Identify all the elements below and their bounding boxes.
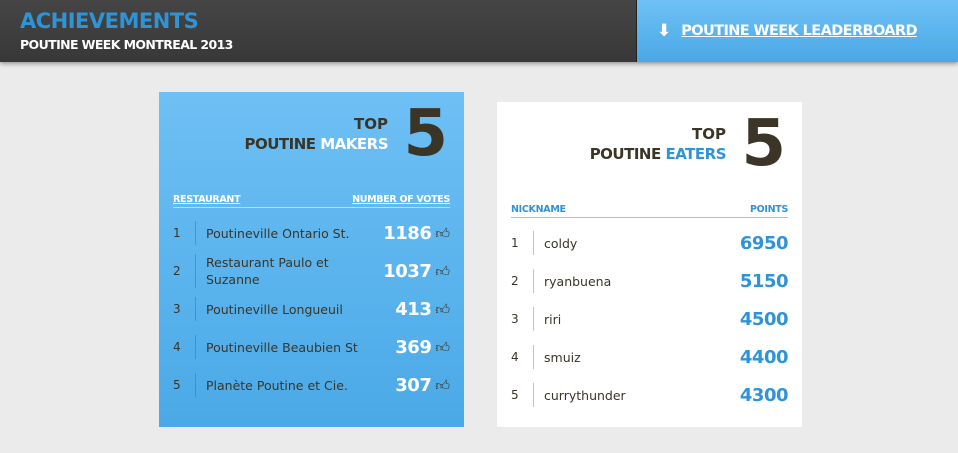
leaderboard-link[interactable]: ⬇ POUTINE WEEK LEADERBOARD	[636, 0, 958, 62]
row-name: riri	[533, 307, 740, 331]
column-nickname: NICKNAME	[511, 204, 566, 215]
rank: 4	[511, 350, 519, 364]
leaderboard-link-label: POUTINE WEEK LEADERBOARD	[681, 23, 917, 39]
row-value: 4500	[739, 308, 789, 330]
table-row: 1 Poutineville Ontario St. 1186 👍︎	[173, 214, 450, 252]
heading-top: TOP	[692, 125, 726, 143]
row-value: 6950	[739, 232, 789, 254]
table-row: 4 smuiz 4400	[511, 338, 789, 376]
row-name: Planète Poutine et Cie.	[195, 373, 395, 397]
rank: 1	[173, 226, 181, 240]
column-restaurant[interactable]: RESTAURANT	[173, 194, 241, 205]
table-row: 2 Restaurant Paulo et Suzanne 1037 👍︎	[173, 252, 450, 290]
row-name: smuiz	[533, 345, 740, 369]
row-value: 4300	[739, 384, 789, 406]
table-row: 1 coldy 6950	[511, 224, 789, 262]
row-name: currythunder	[533, 383, 740, 407]
thumbs-up-icon[interactable]: 👍︎	[435, 263, 450, 280]
rank: 4	[173, 340, 181, 354]
table-row: 3 Poutineville Longueuil 413 👍︎	[173, 290, 450, 328]
row-value: 1186	[383, 222, 432, 244]
page-subtitle: POUTINE WEEK MONTREAL 2013	[20, 37, 233, 52]
heading-prefix: POUTINE	[244, 135, 316, 153]
row-value: 413	[395, 298, 432, 320]
row-name: Restaurant Paulo et Suzanne	[195, 254, 383, 288]
column-votes[interactable]: NUMBER OF VOTES	[352, 194, 450, 205]
table-row: 5 Planète Poutine et Cie. 307 👍︎	[173, 366, 450, 404]
heading-highlight: MAKERS	[320, 135, 388, 153]
rank: 5	[173, 378, 181, 392]
rank: 1	[511, 236, 519, 250]
heading-number: 5	[741, 107, 786, 181]
heading-highlight: EATERS	[665, 145, 726, 163]
eaters-heading: TOP POUTINE EATERS 5	[511, 102, 788, 198]
makers-column-headers: RESTAURANT NUMBER OF VOTES	[173, 194, 450, 208]
heading-sub: POUTINE EATERS	[589, 145, 727, 163]
row-name: ryanbuena	[533, 269, 740, 293]
thumbs-up-icon[interactable]: 👍︎	[435, 301, 450, 318]
rank: 2	[511, 274, 519, 288]
table-row: 4 Poutineville Beaubien St 369 👍︎	[173, 328, 450, 366]
heading-top: TOP	[354, 115, 388, 133]
row-value: 307	[395, 374, 432, 396]
row-value: 4400	[739, 346, 789, 368]
eaters-column-headers: NICKNAME POINTS	[511, 204, 788, 218]
heading-number: 5	[403, 97, 448, 171]
row-name: Poutineville Longueuil	[195, 297, 395, 321]
thumbs-up-icon[interactable]: 👍︎	[435, 339, 450, 356]
row-value: 369	[395, 336, 432, 358]
row-value: 5150	[739, 270, 789, 292]
row-name: Poutineville Beaubien St	[195, 335, 395, 359]
table-row: 2 ryanbuena 5150	[511, 262, 789, 300]
arrow-down-icon: ⬇	[657, 21, 672, 41]
row-value: 1037	[383, 260, 432, 282]
header: ACHIEVEMENTS POUTINE WEEK MONTREAL 2013 …	[0, 0, 958, 62]
table-row: 3 riri 4500	[511, 300, 789, 338]
rank: 3	[511, 312, 519, 326]
rank: 2	[173, 264, 181, 278]
page-title: ACHIEVEMENTS	[20, 9, 199, 33]
column-points: POINTS	[749, 204, 788, 215]
thumbs-up-icon[interactable]: 👍︎	[435, 225, 450, 242]
row-name: coldy	[533, 231, 740, 255]
thumbs-up-icon[interactable]: 👍︎	[435, 377, 450, 394]
row-name: Poutineville Ontario St.	[195, 221, 383, 245]
heading-prefix: POUTINE	[589, 145, 662, 163]
table-row: 5 currythunder 4300	[511, 376, 789, 414]
rank: 3	[173, 302, 181, 316]
heading-sub: POUTINE MAKERS	[244, 135, 388, 153]
top-makers-card: TOP POUTINE MAKERS 5 RESTAURANT NUMBER O…	[159, 92, 464, 427]
top-eaters-card: TOP POUTINE EATERS 5 NICKNAME POINTS 1 c…	[497, 102, 802, 427]
makers-heading: TOP POUTINE MAKERS 5	[173, 92, 450, 188]
rank: 5	[511, 388, 519, 402]
